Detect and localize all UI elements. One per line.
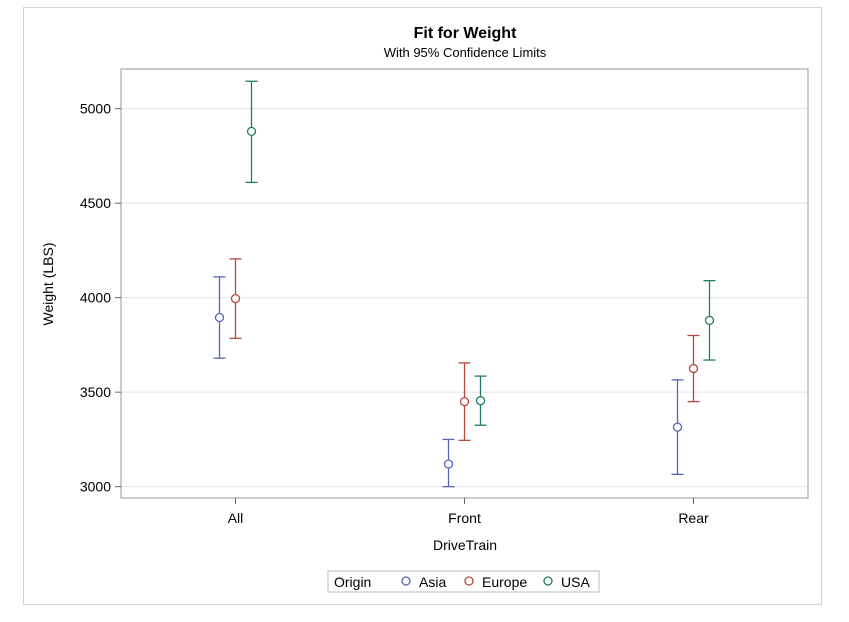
chart-frame bbox=[23, 7, 822, 605]
y-axis: 3000 3500 4000 4500 5000 bbox=[80, 101, 121, 495]
errorbar-europe-all bbox=[229, 258, 242, 339]
legend-marker-asia bbox=[401, 576, 411, 586]
y-axis-label: Weight (LBS) bbox=[40, 243, 56, 326]
errorbar-europe-front bbox=[458, 362, 471, 442]
mean-point-usa bbox=[475, 396, 486, 406]
x-tick-label: Front bbox=[448, 510, 481, 526]
mean-point-asia bbox=[443, 459, 454, 469]
legend-marker-usa bbox=[543, 576, 553, 586]
errorbar-usa-rear bbox=[703, 280, 716, 361]
legend-item-asia: Asia bbox=[401, 574, 446, 590]
x-tick-label: Rear bbox=[678, 510, 709, 526]
legend-item-usa: USA bbox=[543, 574, 590, 590]
x-axis-label: DriveTrain bbox=[433, 537, 497, 553]
mean-point-asia bbox=[672, 422, 683, 432]
legend-items: Asia Europe USA bbox=[401, 574, 590, 590]
x-axis: All Front Rear bbox=[228, 498, 709, 526]
data-marks bbox=[213, 80, 716, 488]
legend-label-europe: Europe bbox=[482, 574, 527, 590]
legend-label-asia: Asia bbox=[419, 574, 446, 590]
y-tick-label: 4000 bbox=[80, 290, 111, 306]
y-tick-label: 3000 bbox=[80, 479, 111, 495]
y-tick-label: 5000 bbox=[80, 101, 111, 117]
legend: Origin Asia Europe USA bbox=[327, 570, 600, 593]
chart-title: Fit for Weight bbox=[414, 25, 517, 42]
mean-point-europe bbox=[688, 363, 699, 374]
mean-point-europe bbox=[230, 293, 241, 304]
y-tick-label: 3500 bbox=[80, 384, 111, 400]
y-tick-label: 4500 bbox=[80, 195, 111, 211]
errorbar-asia-front bbox=[442, 438, 455, 488]
chart-subtitle: With 95% Confidence Limits bbox=[384, 45, 547, 60]
legend-box bbox=[327, 570, 600, 593]
legend-marker-europe bbox=[464, 576, 474, 586]
legend-item-europe: Europe bbox=[464, 574, 527, 590]
mean-point-europe bbox=[459, 396, 470, 407]
errorbar-asia-rear bbox=[671, 379, 684, 476]
errorbar-europe-rear bbox=[687, 334, 700, 403]
mean-point-usa bbox=[246, 126, 257, 137]
errorbar-asia-all bbox=[213, 276, 226, 359]
mean-point-asia bbox=[214, 312, 225, 323]
errorbar-usa-front bbox=[474, 375, 487, 426]
x-tick-label: All bbox=[228, 510, 244, 526]
errorbar-usa-all bbox=[245, 80, 258, 184]
legend-label-usa: USA bbox=[561, 574, 590, 590]
mean-point-usa bbox=[704, 315, 715, 326]
legend-title: Origin bbox=[334, 574, 371, 590]
